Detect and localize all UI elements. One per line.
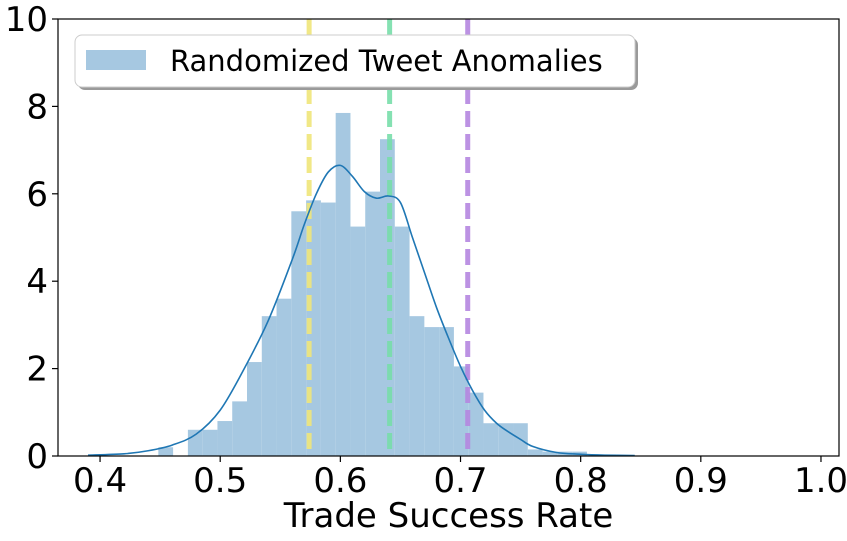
histogram-bar bbox=[424, 327, 440, 456]
histogram-bar bbox=[350, 226, 366, 456]
histogram-bar bbox=[483, 423, 499, 456]
histogram-bar bbox=[158, 447, 174, 456]
histogram-bar bbox=[217, 421, 233, 456]
histogram-bar bbox=[468, 392, 484, 456]
legend-box bbox=[74, 34, 636, 88]
x-tick-label: 0.6 bbox=[313, 461, 367, 501]
histogram-bars bbox=[158, 112, 587, 457]
histogram-bar bbox=[394, 226, 410, 456]
x-axis-ticks: 0.4 0.5 0.6 0.7 0.8 0.9 1.0 bbox=[73, 456, 847, 501]
histogram-bar bbox=[202, 429, 218, 456]
x-axis-label: Trade Success Rate bbox=[283, 496, 614, 536]
y-tick-label: 8 bbox=[26, 87, 48, 127]
x-tick-label: 0.9 bbox=[674, 461, 728, 501]
legend-swatch bbox=[86, 50, 146, 70]
histogram-bar bbox=[335, 112, 351, 456]
histogram-bar bbox=[453, 366, 469, 456]
histogram-bar bbox=[365, 191, 381, 457]
histogram-bar bbox=[187, 429, 203, 456]
histogram-bar bbox=[542, 451, 558, 456]
legend-label: Randomized Tweet Anomalies bbox=[170, 44, 603, 78]
histogram-bar bbox=[261, 316, 277, 456]
histogram-bar bbox=[439, 327, 454, 456]
histogram-bar bbox=[232, 401, 248, 456]
histogram-bar bbox=[320, 202, 336, 456]
x-tick-label: 0.7 bbox=[433, 461, 487, 501]
histogram-bar bbox=[276, 298, 292, 456]
kde-curve bbox=[88, 164, 635, 457]
histogram-bar bbox=[247, 362, 262, 456]
y-tick-label: 2 bbox=[26, 350, 48, 390]
histogram-bar bbox=[527, 449, 543, 456]
x-tick-label: 0.5 bbox=[193, 461, 247, 501]
axes-frame bbox=[57, 18, 840, 457]
histogram-bar bbox=[498, 423, 514, 456]
x-tick-label: 0.4 bbox=[73, 461, 127, 501]
legend: Randomized Tweet Anomalies bbox=[74, 34, 638, 90]
x-tick-label: 0.8 bbox=[554, 461, 608, 501]
plot-area bbox=[57, 18, 840, 457]
y-tick-label: 0 bbox=[26, 437, 48, 477]
y-tick-label: 10 bbox=[5, 0, 48, 40]
reference-lines bbox=[306, 19, 471, 456]
y-tick-label: 4 bbox=[26, 262, 48, 302]
x-tick-label: 1.0 bbox=[794, 461, 847, 501]
y-axis-ticks: 0 2 4 6 8 10 bbox=[5, 0, 58, 477]
histogram-bar bbox=[291, 211, 307, 456]
y-tick-label: 6 bbox=[26, 175, 48, 215]
histogram-bar bbox=[409, 316, 425, 456]
